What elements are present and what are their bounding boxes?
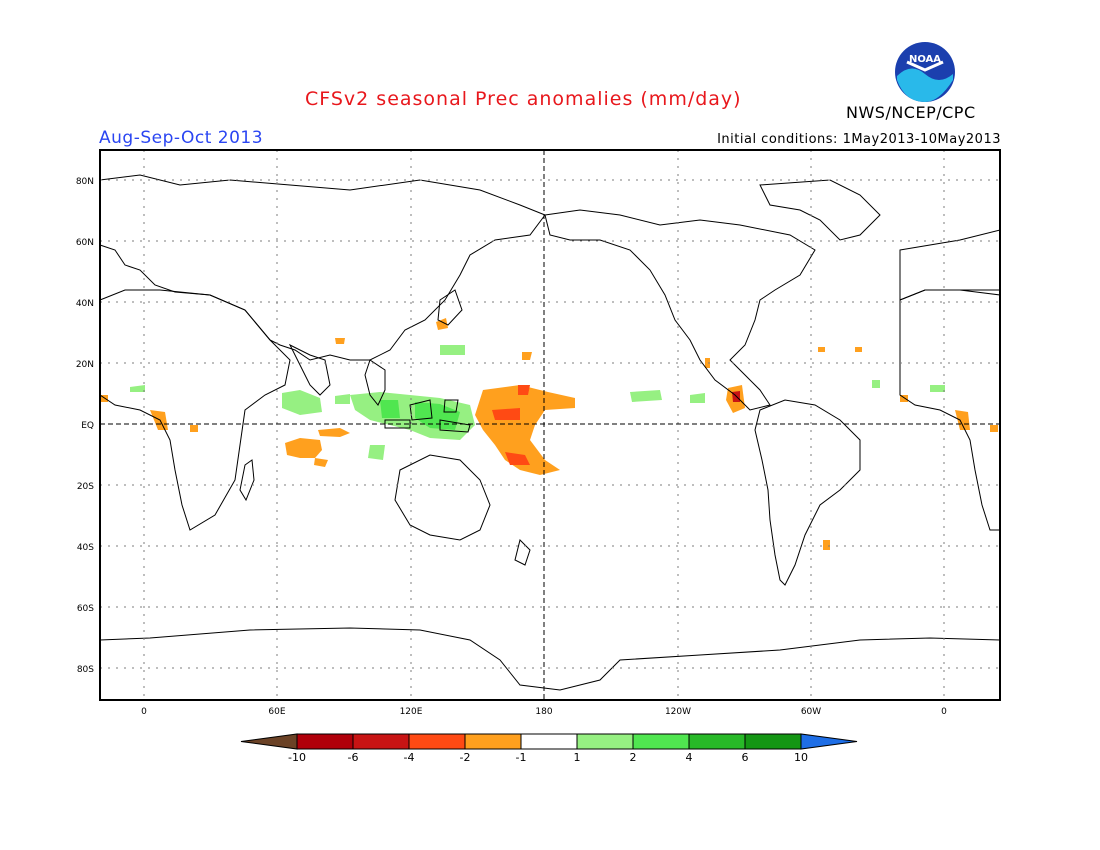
- lat-labels: 80N 60N 40N 20N EQ 20S 40S 60S 80S: [76, 177, 94, 675]
- colorbar: -10 -6 -4 -2 -1 1 2 4 6 10: [240, 733, 858, 764]
- forecast-period: Aug-Sep-Oct 2013: [99, 128, 264, 148]
- coastlines: [99, 174, 1001, 691]
- colorbar-segment: [632, 733, 690, 750]
- lon-labels: 0 60E 120E 180 120W 60W 0: [141, 707, 947, 717]
- chart-title: CFSv2 seasonal Prec anomalies (mm/day): [305, 88, 742, 110]
- graticule: [100, 150, 1000, 700]
- svg-text:NOAA: NOAA: [909, 54, 941, 65]
- colorbar-tick-label: 10: [794, 751, 808, 764]
- colorbar-segment: [464, 733, 522, 750]
- lat-label: 60N: [76, 238, 94, 248]
- initial-conditions: Initial conditions: 1May2013-10May2013: [717, 132, 1001, 147]
- lat-label: 60S: [77, 604, 94, 614]
- lon-label: 0: [941, 707, 947, 717]
- lat-label: 80S: [77, 665, 94, 675]
- reference-lines: [100, 150, 1000, 700]
- lat-label: 80N: [76, 177, 94, 187]
- colorbar-tick-label: 4: [686, 751, 693, 764]
- anomaly-shading: [100, 318, 998, 550]
- lon-label: 120E: [400, 707, 423, 717]
- colorbar-segment: [688, 733, 746, 750]
- lat-label: 40N: [76, 299, 94, 309]
- colorbar-tick-label: -6: [348, 751, 359, 764]
- colorbar-segment: [576, 733, 634, 750]
- lat-label: EQ: [81, 421, 94, 431]
- lon-label: 60W: [801, 707, 821, 717]
- colorbar-segment-high: [800, 733, 858, 750]
- colorbar-segment: [296, 733, 354, 750]
- colorbar-tick-label: -4: [404, 751, 415, 764]
- colorbar-segment: [352, 733, 410, 750]
- lat-label: 20N: [76, 360, 94, 370]
- colorbar-segment: [744, 733, 802, 750]
- colorbar-segment: [408, 733, 466, 750]
- colorbar-tick-label: 1: [574, 751, 581, 764]
- colorbar-tick-label: 2: [630, 751, 637, 764]
- lon-label: 180: [535, 707, 552, 717]
- lon-label: 0: [141, 707, 147, 717]
- colorbar-tick-label: -2: [460, 751, 471, 764]
- lat-label: 40S: [77, 543, 94, 553]
- lat-label: 20S: [77, 482, 94, 492]
- lon-label: 60E: [268, 707, 285, 717]
- agency-label: NWS/NCEP/CPC: [846, 103, 976, 122]
- lon-label: 120W: [665, 707, 691, 717]
- noaa-logo-icon: NOAA: [895, 42, 955, 102]
- colorbar-segment-low: [240, 733, 298, 750]
- map-frame: [99, 149, 1001, 701]
- colorbar-tick-label: -10: [288, 751, 306, 764]
- colorbar-segment: [520, 733, 578, 750]
- colorbar-tick-label: -1: [516, 751, 527, 764]
- colorbar-tick-label: 6: [742, 751, 749, 764]
